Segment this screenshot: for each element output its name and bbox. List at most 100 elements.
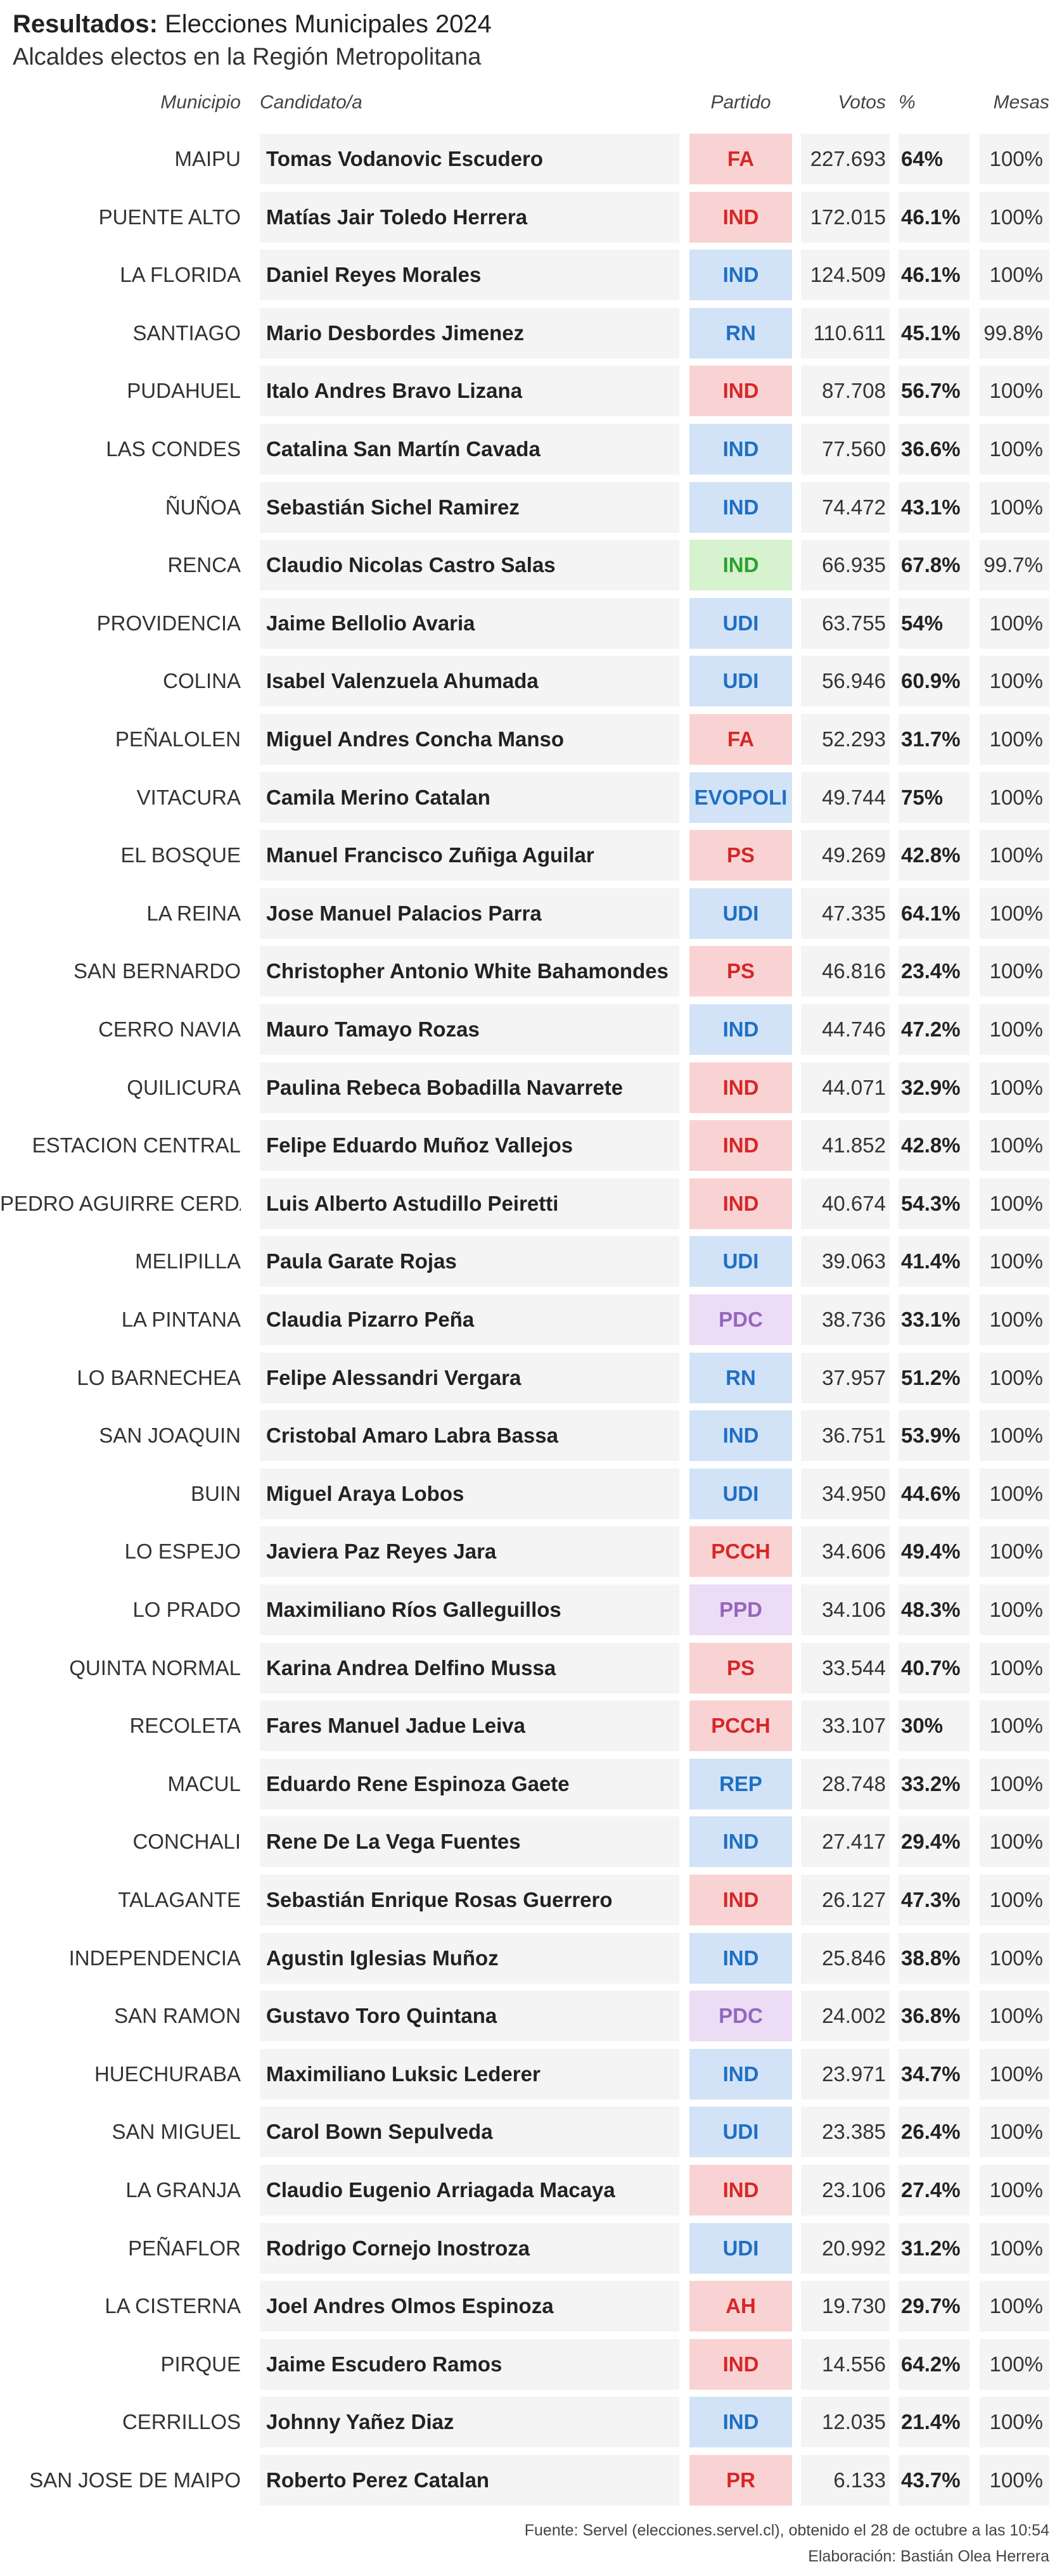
cell-votos: 36.751 (801, 1410, 890, 1461)
cell-votos: 24.002 (801, 1991, 890, 2041)
cell-partido: IND (689, 1120, 792, 1171)
cell-partido: IND (689, 1933, 792, 1984)
cell-votos: 66.935 (801, 540, 890, 590)
cell-candidato: Daniel Reyes Morales (260, 250, 679, 300)
cell-votos: 227.693 (801, 134, 890, 184)
cell-municipio: SAN BERNARDO (73, 959, 241, 983)
table-row: LA CISTERNA Joel Andres Olmos Espinoza AH 1… (0, 2281, 1062, 2331)
cell-mesas: 99.8% (980, 308, 1049, 359)
table-row: LO ESPEJO Javiera Paz Reyes Jara PCCH 34.60… (0, 1526, 1062, 1577)
cell-pct: 26.4% (899, 2107, 969, 2157)
table-row: MACUL Eduardo Rene Espinoza Gaete REP 28.74… (0, 1759, 1062, 1809)
cell-pct: 46.1% (899, 192, 969, 243)
cell-candidato: Catalina San Martín Cavada (260, 424, 679, 475)
cell-mesas: 100% (980, 1991, 1049, 2041)
cell-municipio: CERRO NAVIA (98, 1017, 241, 1041)
cell-municipio: PEÑALOLEN (115, 727, 241, 751)
table-row: LAS CONDES Catalina San Martín Cavada IND 7… (0, 424, 1062, 475)
cell-mesas: 100% (980, 830, 1049, 881)
table-row: CERRO NAVIA Mauro Tamayo Rozas IND 44.746 47… (0, 1004, 1062, 1055)
cell-pct: 38.8% (899, 1933, 969, 1984)
cell-partido: PR (689, 2455, 792, 2506)
cell-votos: 34.950 (801, 1469, 890, 1519)
cell-pct: 46.1% (899, 250, 969, 300)
cell-votos: 33.107 (801, 1700, 890, 1751)
table-row: COLINA Isabel Valenzuela Ahumada UDI 56.946… (0, 656, 1062, 706)
cell-municipio: CERRILLOS (122, 2410, 241, 2433)
cell-mesas: 100% (980, 1236, 1049, 1287)
cell-pct: 43.1% (899, 482, 969, 533)
cell-pct: 36.8% (899, 1991, 969, 2041)
cell-candidato: Carol Bown Sepulveda (260, 2107, 679, 2157)
cell-votos: 77.560 (801, 424, 890, 475)
cell-municipio: MELIPILLA (135, 1249, 241, 1273)
cell-candidato: Paulina Rebeca Bobadilla Navarrete (260, 1062, 679, 1113)
cell-municipio: BUIN (191, 1482, 241, 1505)
cell-municipio: SAN JOSE DE MAIPO (29, 2468, 241, 2492)
cell-votos: 14.556 (801, 2339, 890, 2390)
cell-mesas: 100% (980, 2281, 1049, 2331)
cell-pct: 33.2% (899, 1759, 969, 1809)
cell-votos: 44.746 (801, 1004, 890, 1055)
cell-partido: AH (689, 2281, 792, 2331)
cell-mesas: 100% (980, 1875, 1049, 1925)
cell-mesas: 100% (980, 1469, 1049, 1519)
cell-municipio: CONCHALI (132, 1830, 241, 1853)
cell-candidato: Rodrigo Cornejo Inostroza (260, 2223, 679, 2274)
cell-partido: IND (689, 2397, 792, 2447)
cell-pct: 32.9% (899, 1062, 969, 1113)
table-row: RENCA Claudio Nicolas Castro Salas IND 66.9… (0, 540, 1062, 590)
cell-municipio: PIRQUE (160, 2352, 241, 2376)
credit-note: Elaboración: Bastián Olea Herrera (808, 2547, 1049, 2565)
cell-votos: 6.133 (801, 2455, 890, 2506)
cell-pct: 27.4% (899, 2165, 969, 2216)
table-row: MAIPU Tomas Vodanovic Escudero FA 227.693 64… (0, 134, 1062, 184)
cell-municipio: SANTIAGO (132, 321, 241, 345)
cell-municipio: RECOLETA (129, 1714, 241, 1737)
cell-candidato: Jaime Bellolio Avaria (260, 598, 679, 649)
table-row: PEÑALOLEN Miguel Andres Concha Manso FA 52.… (0, 714, 1062, 765)
cell-pct: 54% (899, 598, 969, 649)
table-row: EL BOSQUE Manuel Francisco Zuñiga Aguilar… (0, 830, 1062, 881)
cell-votos: 46.816 (801, 946, 890, 997)
title-bold: Resultados: (13, 10, 158, 38)
cell-mesas: 100% (980, 2397, 1049, 2447)
cell-candidato: Johnny Yañez Diaz (260, 2397, 679, 2447)
cell-candidato: Sebastián Sichel Ramirez (260, 482, 679, 533)
table-row: INDEPENDENCIA Agustin Iglesias Muñoz IND 25… (0, 1933, 1062, 1984)
cell-partido: IND (689, 1004, 792, 1055)
table-row: CERRILLOS Johnny Yañez Diaz IND 12.035 21.4%… (0, 2397, 1062, 2447)
cell-votos: 110.611 (801, 308, 890, 359)
cell-candidato: Jaime Escudero Ramos (260, 2339, 679, 2390)
cell-mesas: 100% (980, 366, 1049, 416)
cell-candidato: Mario Desbordes Jimenez (260, 308, 679, 359)
cell-votos: 23.385 (801, 2107, 890, 2157)
cell-partido: UDI (689, 2107, 792, 2157)
cell-mesas: 100% (980, 2223, 1049, 2274)
table-row: VITACURA Camila Merino Catalan EVOPOLI 49.7… (0, 772, 1062, 823)
cell-candidato: Manuel Francisco Zuñiga Aguilar (260, 830, 679, 881)
cell-partido: PCCH (689, 1526, 792, 1577)
cell-municipio: LA REINA (146, 902, 241, 925)
cell-pct: 31.2% (899, 2223, 969, 2274)
cell-pct: 64% (899, 134, 969, 184)
cell-partido: UDI (689, 888, 792, 939)
cell-mesas: 100% (980, 2107, 1049, 2157)
cell-mesas: 100% (980, 1643, 1049, 1693)
cell-pct: 33.1% (899, 1294, 969, 1345)
cell-municipio: SAN JOAQUIN (99, 1424, 241, 1447)
cell-votos: 52.293 (801, 714, 890, 765)
cell-candidato: Maximiliano Ríos Galleguillos (260, 1584, 679, 1635)
cell-pct: 30% (899, 1700, 969, 1751)
cell-mesas: 100% (980, 1062, 1049, 1113)
cell-votos: 41.852 (801, 1120, 890, 1171)
cell-municipio: MACUL (167, 1772, 241, 1795)
cell-votos: 124.509 (801, 250, 890, 300)
cell-partido: PCCH (689, 1700, 792, 1751)
cell-mesas: 100% (980, 1584, 1049, 1635)
table-row: PUDAHUEL Italo Andres Bravo Lizana IND 87.7… (0, 366, 1062, 416)
cell-partido: UDI (689, 656, 792, 706)
header-votos: Votos (838, 92, 886, 113)
cell-partido: PS (689, 946, 792, 997)
cell-candidato: Isabel Valenzuela Ahumada (260, 656, 679, 706)
